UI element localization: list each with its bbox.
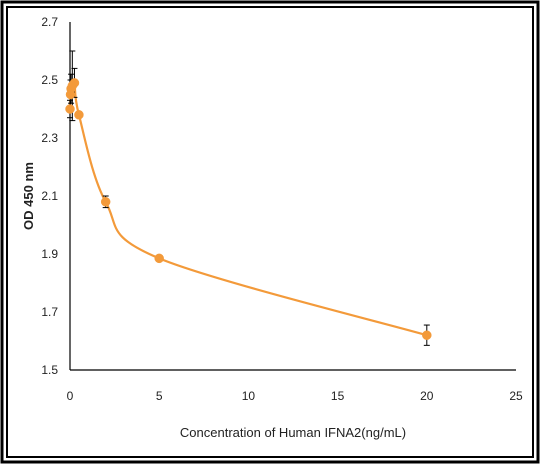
x-axis-title: Concentration of Human IFNA2(ng/mL) (180, 425, 406, 440)
data-point (422, 330, 432, 340)
error-bars (67, 50, 430, 346)
data-point (69, 78, 80, 88)
x-tick-label: 0 (67, 389, 74, 403)
data-point (154, 253, 164, 264)
y-tick-label: 2.3 (41, 131, 58, 145)
y-tick-label: 2.1 (41, 189, 58, 203)
data-point (65, 104, 75, 114)
inner-border (6, 6, 534, 458)
y-tick-label: 2.5 (41, 73, 58, 87)
series-line (68, 80, 428, 337)
data-point (74, 110, 84, 120)
data-points (65, 78, 432, 340)
x-tick-label: 5 (156, 389, 163, 403)
y-tick-label: 2.7 (41, 15, 58, 29)
curve-layer (68, 80, 428, 337)
x-tick-label: 15 (331, 389, 345, 403)
x-tick-label: 20 (420, 389, 434, 403)
x-tick-labels: 0 5 10 15 20 25 (67, 389, 523, 403)
y-axis-title: OD 450 nm (21, 162, 36, 230)
y-tick-label: 1.7 (41, 305, 58, 319)
data-point (100, 197, 111, 207)
y-tick-label: 1.9 (41, 247, 58, 261)
y-tick-labels: 1.5 1.7 1.9 2.1 2.3 2.5 2.7 (41, 15, 58, 377)
x-tick-label: 25 (509, 389, 523, 403)
y-tick-label: 1.5 (41, 363, 58, 377)
x-tick-label: 10 (242, 389, 256, 403)
